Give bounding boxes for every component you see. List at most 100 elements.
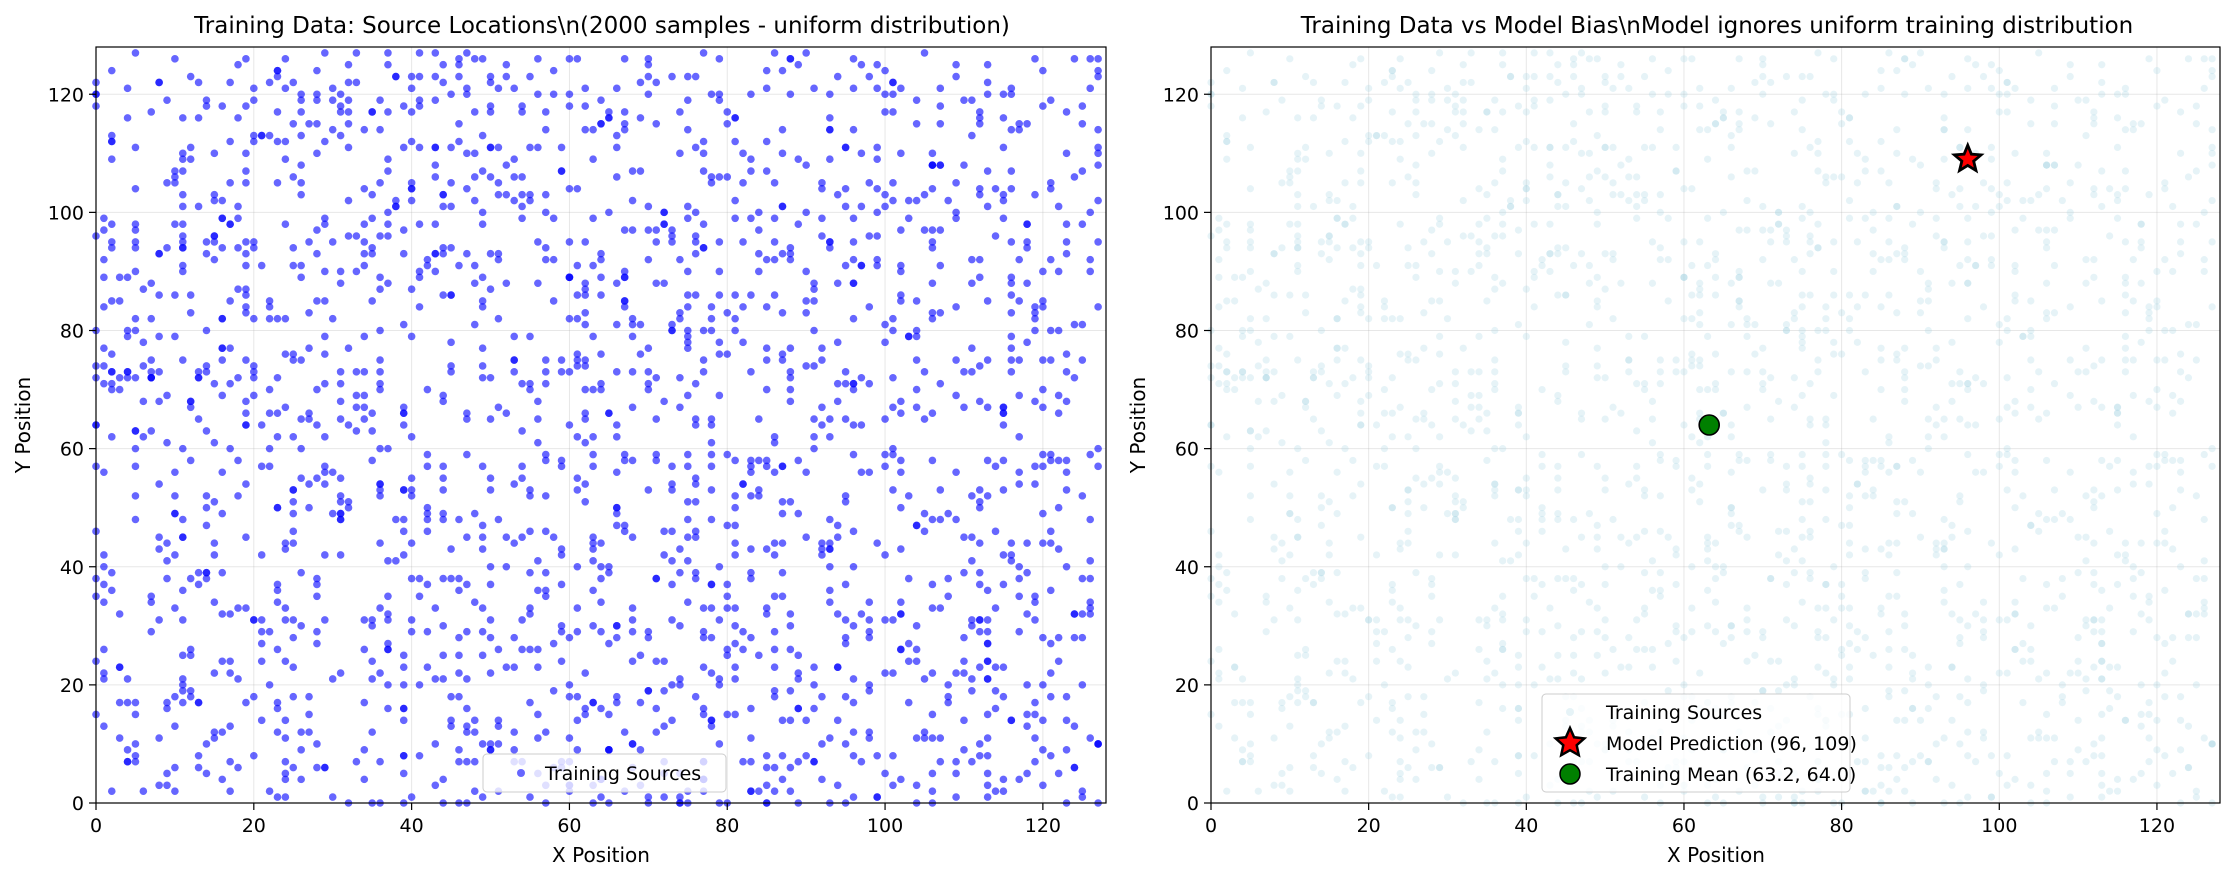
training-source-point — [2184, 634, 2193, 642]
training-source-point — [1735, 120, 1743, 128]
training-source-point — [889, 616, 897, 624]
training-source-point — [218, 728, 227, 736]
training-source-point — [407, 574, 416, 583]
training-source-point — [1806, 533, 1814, 541]
training-source-point — [1546, 250, 1554, 258]
training-source-point — [1822, 421, 1830, 429]
training-source-point — [2090, 663, 2098, 671]
training-source-point — [423, 462, 432, 471]
training-source-point — [313, 627, 321, 636]
training-source-point — [1046, 184, 1055, 193]
training-source-point — [1932, 179, 1940, 187]
training-source-point — [1688, 563, 1696, 571]
training-source-point — [1246, 220, 1255, 228]
training-source-point — [1767, 574, 1775, 583]
training-source-point — [186, 72, 195, 81]
training-source-point — [1995, 462, 2003, 470]
training-source-point — [1774, 687, 1783, 695]
training-source-point — [1325, 498, 1333, 506]
training-source-point — [1357, 179, 1365, 187]
training-source-point — [526, 698, 534, 707]
training-source-point — [1601, 72, 1609, 81]
training-source-point — [612, 320, 621, 329]
training-source-point — [1483, 297, 1491, 305]
training-source-point — [360, 391, 369, 400]
training-source-point — [1046, 669, 1055, 677]
training-source-point — [597, 273, 605, 282]
training-source-point — [1704, 261, 1712, 270]
training-source-point — [541, 728, 550, 736]
training-source-point — [1727, 368, 1735, 376]
training-source-point — [731, 214, 739, 223]
training-source-point — [1932, 356, 1940, 364]
training-source-point — [841, 492, 850, 500]
training-source-point — [384, 610, 392, 618]
training-source-point — [1814, 634, 1822, 642]
training-source-point — [178, 444, 187, 453]
training-source-point — [2098, 297, 2106, 305]
training-source-point — [755, 787, 763, 795]
training-source-point — [1238, 332, 1247, 341]
plot-frame — [1210, 46, 2221, 804]
training-source-point — [928, 580, 937, 589]
training-source-point — [360, 746, 369, 754]
training-source-point — [1365, 368, 1373, 376]
training-source-point — [1648, 238, 1657, 246]
training-source-point — [1814, 368, 1822, 376]
training-source-point — [975, 397, 984, 406]
training-source-point — [1333, 391, 1341, 400]
training-source-point — [549, 297, 558, 305]
training-source-point — [210, 539, 219, 547]
training-source-point — [1672, 356, 1680, 364]
training-source-point — [384, 155, 392, 164]
training-source-point — [218, 775, 227, 784]
training-source-point — [534, 55, 542, 63]
training-source-point — [833, 716, 842, 725]
training-source-point — [289, 509, 298, 518]
training-source-point — [1396, 220, 1404, 228]
training-source-point — [1759, 202, 1767, 211]
training-source-point — [597, 793, 605, 801]
training-source-point — [1301, 155, 1310, 163]
training-source-point — [1806, 498, 1814, 506]
training-source-point — [1956, 740, 1964, 748]
training-source-point — [1743, 533, 1751, 541]
training-source-point — [100, 468, 108, 477]
training-source-point — [747, 462, 755, 471]
training-source-point — [486, 633, 495, 642]
training-source-point — [1428, 639, 1436, 648]
training-source-point — [1908, 758, 1917, 766]
training-source-point — [1995, 320, 2003, 329]
training-source-point — [2137, 769, 2145, 778]
training-source-point — [1031, 592, 1039, 601]
training-source-point — [1286, 220, 1294, 228]
training-source-point — [1396, 734, 1404, 742]
training-source-point — [605, 409, 613, 417]
training-source-point — [762, 545, 771, 553]
training-source-point — [336, 497, 345, 506]
training-source-point — [131, 184, 140, 193]
training-source-point — [470, 728, 479, 736]
training-source-point — [1885, 49, 1893, 57]
training-source-point — [2145, 698, 2153, 707]
training-source-point — [1956, 185, 1964, 193]
training-source-point — [605, 562, 613, 571]
training-source-point — [281, 539, 290, 547]
training-source-point — [660, 208, 668, 217]
training-source-point — [999, 775, 1008, 784]
training-source-point — [1798, 214, 1806, 222]
training-source-point — [1396, 155, 1404, 163]
training-source-point — [234, 604, 242, 612]
training-source-point — [889, 78, 897, 87]
training-source-point — [723, 119, 732, 128]
training-source-point — [2129, 592, 2137, 600]
training-source-point — [652, 78, 661, 87]
training-source-point — [1782, 72, 1791, 81]
training-source-point — [1094, 143, 1102, 152]
training-source-point — [107, 244, 116, 252]
training-source-point — [139, 285, 148, 293]
training-source-point — [1656, 569, 1664, 577]
training-source-point — [2176, 716, 2185, 724]
training-source-point — [1964, 238, 1972, 246]
training-source-point — [1007, 238, 1016, 246]
